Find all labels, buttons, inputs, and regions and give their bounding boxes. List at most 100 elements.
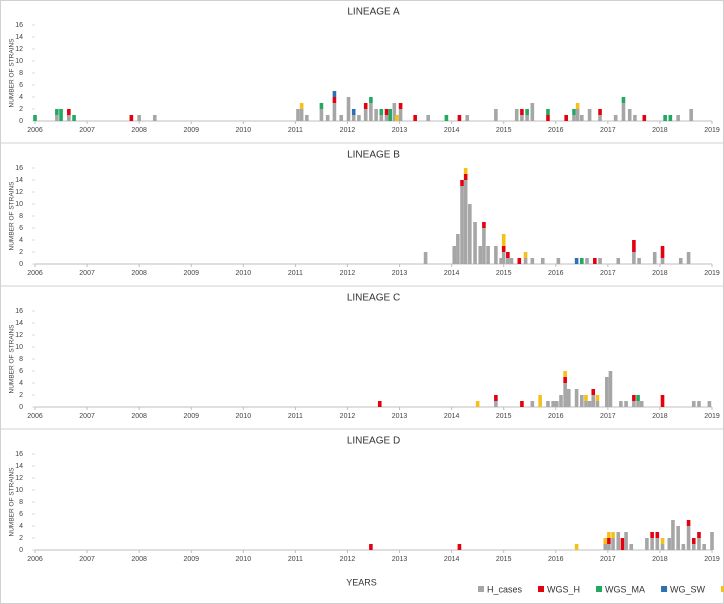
x-tick-label: 2013 [392,127,408,134]
bar-segment [363,109,368,121]
bar-segment [575,109,580,121]
y-tick-label: 6 [19,511,23,518]
x-tick-label: 2012 [340,556,356,563]
bar-segment [584,395,588,401]
bar-segment [574,258,579,264]
y-tick-label: 0 [19,118,23,125]
bar-segment [587,401,592,407]
bar-segment [152,115,157,121]
bar-segment [339,115,344,121]
bar-segment [605,377,609,407]
x-tick-label: 2014 [444,413,460,420]
bar-segment [563,383,567,407]
bar-segment [530,103,535,121]
bar-segment [67,115,71,121]
y-tick-label: 14 [15,463,23,470]
bar-segment [305,115,309,121]
bar-segment [460,180,464,186]
legend-label: WGS_H [547,584,580,594]
bar-segment [603,544,608,550]
y-tick-label: 10 [15,58,23,65]
bar-segment [546,109,550,115]
y-tick-label: 10 [15,487,23,494]
bar-segment [369,103,373,121]
bar-segment [621,103,626,121]
x-tick-label: 2015 [496,556,512,563]
legend-swatch [721,586,724,592]
bar-segment [564,115,568,121]
x-tick-label: 2018 [652,270,668,277]
x-tick-label: 2010 [236,270,252,277]
x-tick-label: 2016 [548,270,564,277]
bar-segment [603,538,608,544]
x-tick-label: 2007 [79,413,95,420]
bar-segment [598,115,602,121]
bar-segment [351,115,356,121]
x-tick-label: 2009 [183,270,199,277]
bar-segment [465,115,470,121]
bar-segment [686,526,691,550]
bar-segment [501,234,506,246]
y-tick-label: 10 [15,344,23,351]
bar-segment [639,401,644,407]
x-tick-label: 2013 [392,413,408,420]
bar-segment [580,258,584,264]
x-tick-label: 2018 [652,556,668,563]
bar-segment [395,115,399,121]
bar-segment [650,538,654,550]
x-tick-label: 2017 [600,413,616,420]
bar-segment [523,258,528,264]
bar-segment [620,538,625,550]
bar-segment [475,401,480,407]
bar-segment [556,258,561,264]
bar-segment [413,115,417,121]
bar-segment [463,180,468,264]
bar-segment [530,401,535,407]
x-tick-label: 2016 [548,556,564,563]
bar-segment [494,395,498,401]
bar-segment [697,532,701,538]
bar-segment [611,538,615,550]
bar-segment [574,544,579,550]
bar-segment [660,258,665,264]
bar-segment [520,401,524,407]
y-axis-label: NUMBER OF STRAINS [9,38,16,108]
y-tick-label: 16 [15,22,23,29]
bar-segment [319,103,324,109]
bar-segment [546,401,550,407]
x-tick-label: 2017 [600,127,616,134]
x-tick-label: 2008 [131,270,147,277]
bar-segment [501,252,506,264]
bar-segment [463,174,468,180]
bar-segment [624,532,628,550]
bar-segment [607,538,611,544]
bar-segment [660,538,665,544]
bar-segment [423,252,428,264]
y-tick-label: 12 [15,475,23,482]
x-tick-label: 2007 [79,127,95,134]
bar-segment [351,109,356,115]
bar-segment [486,246,490,264]
bar-segment [499,258,503,264]
y-tick-label: 6 [19,82,23,89]
bar-segment [379,109,384,115]
bar-segment [632,252,636,264]
y-tick-label: 16 [15,165,23,172]
bar-segment [374,109,378,121]
bar-segment [523,252,528,258]
x-tick-label: 2015 [496,127,512,134]
x-tick-label: 2015 [496,413,512,420]
bar-segment [520,109,524,115]
bar-segment [468,204,472,264]
bar-segment [363,103,368,109]
bar-segment [517,258,522,264]
x-tick-label: 2019 [704,270,720,277]
bar-segment [595,401,600,407]
bar-segment [691,538,696,544]
bar-segment [299,103,304,109]
x-tick-label: 2006 [27,127,43,134]
bar-segment [494,246,498,264]
y-tick-label: 0 [19,404,23,411]
y-tick-label: 12 [15,189,23,196]
x-tick-label: 2009 [183,413,199,420]
